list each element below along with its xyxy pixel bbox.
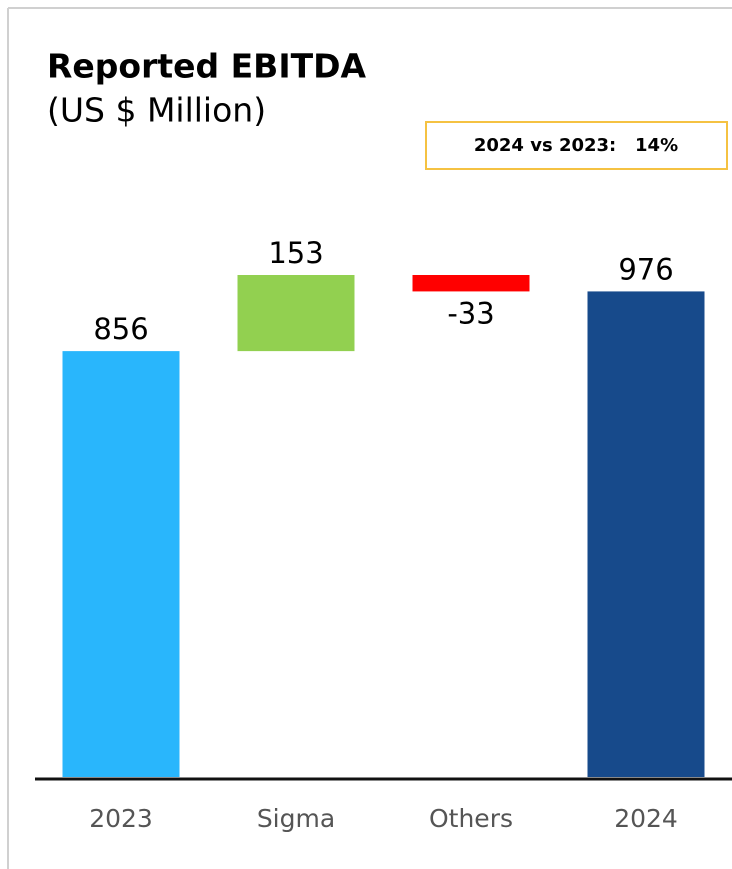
- data-label: 153: [268, 236, 323, 270]
- x-tick-label: Sigma: [257, 804, 335, 833]
- bar: [237, 275, 355, 352]
- x-tick-label: 2023: [89, 804, 153, 833]
- x-tick-label: Others: [429, 804, 513, 833]
- chart-subtitle: (US $ Million): [47, 91, 266, 130]
- data-label: 856: [93, 312, 148, 346]
- chart-title: Reported EBITDA: [47, 47, 367, 86]
- x-tick-label: 2024: [614, 804, 678, 833]
- data-label: 976: [618, 252, 673, 286]
- bar: [587, 291, 705, 777]
- bar: [412, 275, 530, 292]
- annotation-box: [425, 121, 728, 170]
- bar: [62, 351, 180, 777]
- data-label: -33: [447, 296, 494, 330]
- annotation: 2024 vs 2023: 14%: [474, 135, 678, 156]
